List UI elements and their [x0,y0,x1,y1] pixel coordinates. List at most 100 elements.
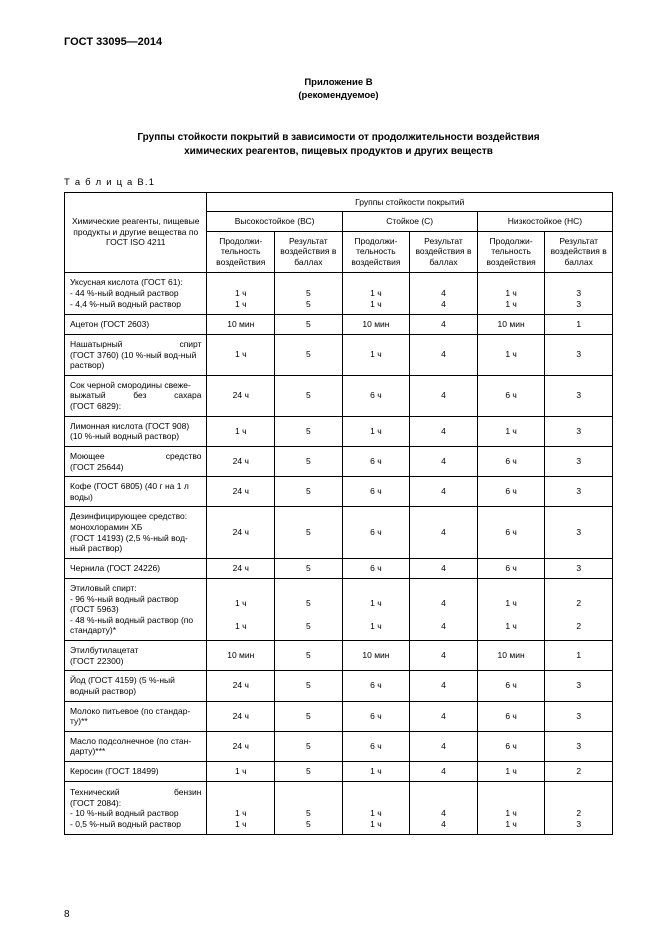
cell-value: 1 ч [207,334,275,375]
cell-reagent: Чернила (ГОСТ 24226) [65,558,207,578]
cell-value: 1 ч1 ч [342,578,410,640]
cell-reagent: Кофе (ГОСТ 6805) (40 г на 1 л воды) [65,477,207,507]
cell-value: 5 [275,446,343,476]
th-dur-3: Продолжи-тельность воздействия [477,231,545,272]
cell-value: 23 [545,782,613,835]
cell-value: 3 [545,416,613,446]
cell-reagent: Дезинфицирующее средство: монохлорамин Х… [65,507,207,559]
cell-value: 10 мин [477,641,545,671]
cell-value: 5 [275,671,343,701]
cell-value: 6 ч [342,671,410,701]
cell-value: 6 ч [477,507,545,559]
table-row: Уксусная кислота (ГОСТ 61):- 44 %-ный во… [65,272,613,314]
cell-value: 55 [275,272,343,314]
table-row: Этилбутилацетат(ГОСТ 22300)10 мин510 мин… [65,641,613,671]
cell-value: 4 [410,507,478,559]
cell-value: 4 [410,477,478,507]
cell-value: 4 [410,701,478,731]
cell-value: 5 [275,507,343,559]
cell-value: 1 ч [342,416,410,446]
th-dur-1: Продолжи-тельность воздействия [207,231,275,272]
table-row: Кофе (ГОСТ 6805) (40 г на 1 л воды)24 ч5… [65,477,613,507]
cell-value: 1 ч1 ч [477,272,545,314]
cell-reagent: Сок черной смородины свеже-выжатый без с… [65,375,207,416]
cell-value: 5 [275,375,343,416]
cell-value: 6 ч [342,731,410,761]
cell-value: 24 ч [207,446,275,476]
cell-value: 6 ч [477,375,545,416]
cell-value: 10 мин [207,314,275,334]
table-row: Ацетон (ГОСТ 2603)10 мин510 мин410 мин1 [65,314,613,334]
cell-value: 5 [275,334,343,375]
cell-value: 3 [545,701,613,731]
cell-value: 10 мин [477,314,545,334]
th-dur-2: Продолжи-тельность воздействия [342,231,410,272]
cell-value: 3 [545,671,613,701]
cell-value: 4 [410,641,478,671]
cell-value: 6 ч [342,701,410,731]
cell-value: 6 ч [342,446,410,476]
cell-value: 3 [545,334,613,375]
cell-value: 6 ч [477,558,545,578]
table-row: Лимонная кислота (ГОСТ 908) (10 %-ный во… [65,416,613,446]
cell-value: 5 [275,641,343,671]
cell-value: 1 ч [477,334,545,375]
th-g1: Высокостойкое (ВС) [207,212,342,232]
cell-value: 24 ч [207,477,275,507]
cell-value: 6 ч [477,477,545,507]
cell-reagent: Йод (ГОСТ 4159) (5 %-ный водный раствор) [65,671,207,701]
table-row: Керосин (ГОСТ 18499)1 ч51 ч41 ч2 [65,762,613,782]
cell-value: 3 [545,375,613,416]
th-res-1: Результат воздействия в баллах [275,231,343,272]
cell-value: 1 ч [342,762,410,782]
cell-value: 24 ч [207,671,275,701]
appendix-line1: Приложение В [304,77,372,88]
table-row: Сок черной смородины свеже-выжатый без с… [65,375,613,416]
cell-value: 44 [410,272,478,314]
cell-value: 6 ч [342,558,410,578]
cell-value: 1 ч [342,334,410,375]
th-g3: Низкостойкое (НС) [477,212,612,232]
cell-value: 10 мин [342,314,410,334]
table-row: Этиловый спирт:- 96 %-ный водный раствор… [65,578,613,640]
cell-value: 6 ч [477,446,545,476]
cell-value: 6 ч [342,507,410,559]
table-row: Моющее средство(ГОСТ 25644)24 ч56 ч46 ч3 [65,446,613,476]
cell-value: 4 [410,731,478,761]
title-line1: Группы стойкости покрытий в зависимости … [137,132,539,143]
cell-reagent: Керосин (ГОСТ 18499) [65,762,207,782]
cell-value: 1 ч1 ч [342,272,410,314]
cell-value: 24 ч [207,701,275,731]
document-id: ГОСТ 33095—2014 [64,36,613,48]
th-g2: Стойкое (С) [342,212,477,232]
cell-value: 5 [275,731,343,761]
cell-value: 4 [410,416,478,446]
cell-value: 22 [545,578,613,640]
th-group: Группы стойкости покрытий [207,192,613,212]
cell-value: 44 [410,578,478,640]
cell-value: 24 ч [207,558,275,578]
table-row: Молоко питьевое (по стандар-ту)**24 ч56 … [65,701,613,731]
cell-value: 4 [410,334,478,375]
cell-value: 1 ч [207,762,275,782]
cell-value: 4 [410,314,478,334]
cell-value: 55 [275,578,343,640]
section-title: Группы стойкости покрытий в зависимости … [64,131,613,159]
cell-value: 24 ч [207,507,275,559]
cell-value: 3 [545,477,613,507]
title-line2: химических реагентов, пищевых продуктов … [184,146,493,157]
resistance-table: Химические реагенты, пищевые продукты и … [64,192,613,836]
cell-value: 5 [275,314,343,334]
cell-value: 4 [410,375,478,416]
cell-value: 33 [545,272,613,314]
table-label: Т а б л и ц а В.1 [64,177,613,188]
table-row: Йод (ГОСТ 4159) (5 %-ный водный раствор)… [65,671,613,701]
cell-value: 4 [410,558,478,578]
cell-value: 4 [410,671,478,701]
cell-value: 5 [275,762,343,782]
cell-value: 1 ч [477,762,545,782]
cell-value: 5 [275,701,343,731]
cell-value: 6 ч [342,375,410,416]
cell-reagent: Ацетон (ГОСТ 2603) [65,314,207,334]
table-row: Технический бензин(ГОСТ 2084):- 10 %-ный… [65,782,613,835]
